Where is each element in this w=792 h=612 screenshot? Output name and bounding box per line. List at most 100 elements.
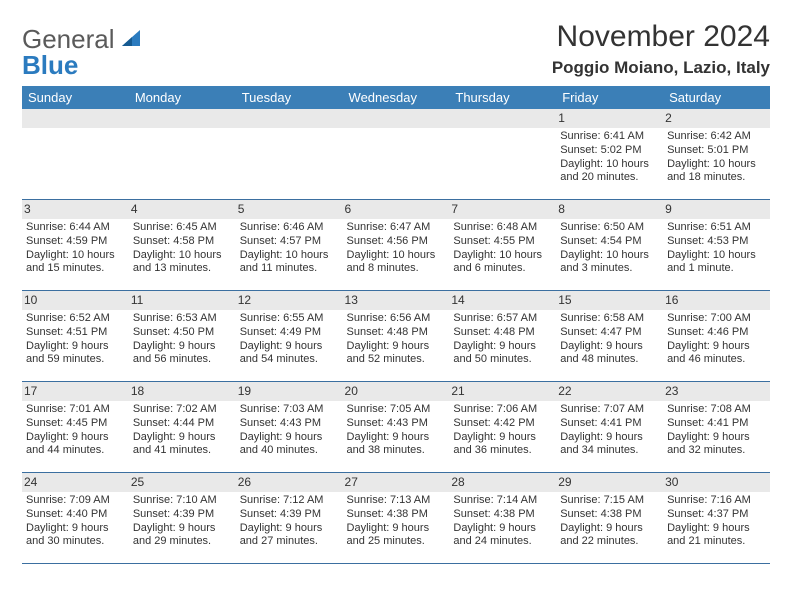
day-number: 20 [343, 382, 450, 401]
sunrise-text: Sunrise: 6:48 AM [453, 221, 552, 235]
sail-icon [122, 26, 144, 52]
day-number: 14 [449, 291, 556, 310]
day-number [22, 109, 129, 128]
weekday-header: Sunday [22, 86, 129, 109]
day-info: Sunrise: 6:45 AMSunset: 4:58 PMDaylight:… [133, 221, 232, 276]
day-info: Sunrise: 7:07 AMSunset: 4:41 PMDaylight:… [560, 403, 659, 458]
day-info: Sunrise: 7:16 AMSunset: 4:37 PMDaylight:… [667, 494, 766, 549]
sunrise-text: Sunrise: 6:51 AM [667, 221, 766, 235]
day-info: Sunrise: 6:46 AMSunset: 4:57 PMDaylight:… [240, 221, 339, 276]
day-info: Sunrise: 6:42 AMSunset: 5:01 PMDaylight:… [667, 130, 766, 185]
day-info: Sunrise: 7:08 AMSunset: 4:41 PMDaylight:… [667, 403, 766, 458]
day-info: Sunrise: 6:57 AMSunset: 4:48 PMDaylight:… [453, 312, 552, 367]
day-number: 7 [449, 200, 556, 219]
day-info: Sunrise: 6:52 AMSunset: 4:51 PMDaylight:… [26, 312, 125, 367]
calendar-week-row: 24Sunrise: 7:09 AMSunset: 4:40 PMDayligh… [22, 473, 770, 564]
day-number [449, 109, 556, 128]
sunset-text: Sunset: 4:38 PM [347, 508, 446, 522]
sunrise-text: Sunrise: 7:12 AM [240, 494, 339, 508]
day-number: 8 [556, 200, 663, 219]
sunset-text: Sunset: 4:51 PM [26, 326, 125, 340]
sunrise-text: Sunrise: 6:52 AM [26, 312, 125, 326]
calendar-day-cell: 25Sunrise: 7:10 AMSunset: 4:39 PMDayligh… [129, 473, 236, 564]
sunset-text: Sunset: 4:42 PM [453, 417, 552, 431]
daylight-text: Daylight: 9 hours and 56 minutes. [133, 340, 232, 368]
calendar-day-cell: 15Sunrise: 6:58 AMSunset: 4:47 PMDayligh… [556, 291, 663, 382]
day-info: Sunrise: 7:10 AMSunset: 4:39 PMDaylight:… [133, 494, 232, 549]
sunrise-text: Sunrise: 6:41 AM [560, 130, 659, 144]
daylight-text: Daylight: 9 hours and 30 minutes. [26, 522, 125, 550]
weekday-header: Friday [556, 86, 663, 109]
day-number: 4 [129, 200, 236, 219]
calendar-day-cell: 6Sunrise: 6:47 AMSunset: 4:56 PMDaylight… [343, 200, 450, 291]
daylight-text: Daylight: 10 hours and 18 minutes. [667, 158, 766, 186]
day-info: Sunrise: 7:01 AMSunset: 4:45 PMDaylight:… [26, 403, 125, 458]
daylight-text: Daylight: 10 hours and 3 minutes. [560, 249, 659, 277]
daylight-text: Daylight: 9 hours and 38 minutes. [347, 431, 446, 459]
daylight-text: Daylight: 10 hours and 1 minute. [667, 249, 766, 277]
calendar-day-cell [22, 109, 129, 200]
day-number: 15 [556, 291, 663, 310]
sunrise-text: Sunrise: 6:50 AM [560, 221, 659, 235]
day-number: 28 [449, 473, 556, 492]
day-number: 10 [22, 291, 129, 310]
day-number: 13 [343, 291, 450, 310]
day-number: 5 [236, 200, 343, 219]
day-info: Sunrise: 6:53 AMSunset: 4:50 PMDaylight:… [133, 312, 232, 367]
calendar-day-cell: 21Sunrise: 7:06 AMSunset: 4:42 PMDayligh… [449, 382, 556, 473]
sunset-text: Sunset: 4:38 PM [560, 508, 659, 522]
sunset-text: Sunset: 4:50 PM [133, 326, 232, 340]
calendar-day-cell: 17Sunrise: 7:01 AMSunset: 4:45 PMDayligh… [22, 382, 129, 473]
day-number: 6 [343, 200, 450, 219]
sunset-text: Sunset: 4:48 PM [347, 326, 446, 340]
day-number: 27 [343, 473, 450, 492]
day-info: Sunrise: 7:14 AMSunset: 4:38 PMDaylight:… [453, 494, 552, 549]
daylight-text: Daylight: 9 hours and 22 minutes. [560, 522, 659, 550]
sunrise-text: Sunrise: 7:15 AM [560, 494, 659, 508]
sunset-text: Sunset: 4:39 PM [240, 508, 339, 522]
daylight-text: Daylight: 9 hours and 52 minutes. [347, 340, 446, 368]
sunrise-text: Sunrise: 6:57 AM [453, 312, 552, 326]
daylight-text: Daylight: 9 hours and 21 minutes. [667, 522, 766, 550]
sunset-text: Sunset: 4:41 PM [667, 417, 766, 431]
sunset-text: Sunset: 4:39 PM [133, 508, 232, 522]
calendar-day-cell: 9Sunrise: 6:51 AMSunset: 4:53 PMDaylight… [663, 200, 770, 291]
sunrise-text: Sunrise: 7:08 AM [667, 403, 766, 417]
day-number: 9 [663, 200, 770, 219]
calendar-day-cell: 23Sunrise: 7:08 AMSunset: 4:41 PMDayligh… [663, 382, 770, 473]
daylight-text: Daylight: 9 hours and 36 minutes. [453, 431, 552, 459]
weekday-header: Saturday [663, 86, 770, 109]
daylight-text: Daylight: 9 hours and 29 minutes. [133, 522, 232, 550]
sunset-text: Sunset: 4:47 PM [560, 326, 659, 340]
weekday-header-row: Sunday Monday Tuesday Wednesday Thursday… [22, 86, 770, 109]
calendar-day-cell: 7Sunrise: 6:48 AMSunset: 4:55 PMDaylight… [449, 200, 556, 291]
calendar-day-cell: 16Sunrise: 7:00 AMSunset: 4:46 PMDayligh… [663, 291, 770, 382]
calendar-week-row: 1Sunrise: 6:41 AMSunset: 5:02 PMDaylight… [22, 109, 770, 200]
day-number: 26 [236, 473, 343, 492]
daylight-text: Daylight: 9 hours and 44 minutes. [26, 431, 125, 459]
sunset-text: Sunset: 4:41 PM [560, 417, 659, 431]
sunset-text: Sunset: 4:49 PM [240, 326, 339, 340]
day-number: 18 [129, 382, 236, 401]
calendar-day-cell: 14 Sunrise: 6:57 AMSunset: 4:48 PMDayligh… [449, 291, 556, 382]
day-info: Sunrise: 6:50 AMSunset: 4:54 PMDaylight:… [560, 221, 659, 276]
daylight-text: Daylight: 9 hours and 48 minutes. [560, 340, 659, 368]
day-info: Sunrise: 6:41 AMSunset: 5:02 PMDaylight:… [560, 130, 659, 185]
sunset-text: Sunset: 4:38 PM [453, 508, 552, 522]
day-number: 16 [663, 291, 770, 310]
sunset-text: Sunset: 4:43 PM [347, 417, 446, 431]
calendar-day-cell: 18Sunrise: 7:02 AMSunset: 4:44 PMDayligh… [129, 382, 236, 473]
sunset-text: Sunset: 5:01 PM [667, 144, 766, 158]
calendar-day-cell [343, 109, 450, 200]
sunrise-text: Sunrise: 7:14 AM [453, 494, 552, 508]
sunset-text: Sunset: 4:55 PM [453, 235, 552, 249]
daylight-text: Daylight: 9 hours and 24 minutes. [453, 522, 552, 550]
daylight-text: Daylight: 9 hours and 25 minutes. [347, 522, 446, 550]
daylight-text: Daylight: 9 hours and 34 minutes. [560, 431, 659, 459]
sunrise-text: Sunrise: 7:16 AM [667, 494, 766, 508]
daylight-text: Daylight: 9 hours and 41 minutes. [133, 431, 232, 459]
day-info: Sunrise: 7:03 AMSunset: 4:43 PMDaylight:… [240, 403, 339, 458]
sunset-text: Sunset: 4:54 PM [560, 235, 659, 249]
calendar-day-cell: 30Sunrise: 7:16 AMSunset: 4:37 PMDayligh… [663, 473, 770, 564]
sunset-text: Sunset: 4:37 PM [667, 508, 766, 522]
